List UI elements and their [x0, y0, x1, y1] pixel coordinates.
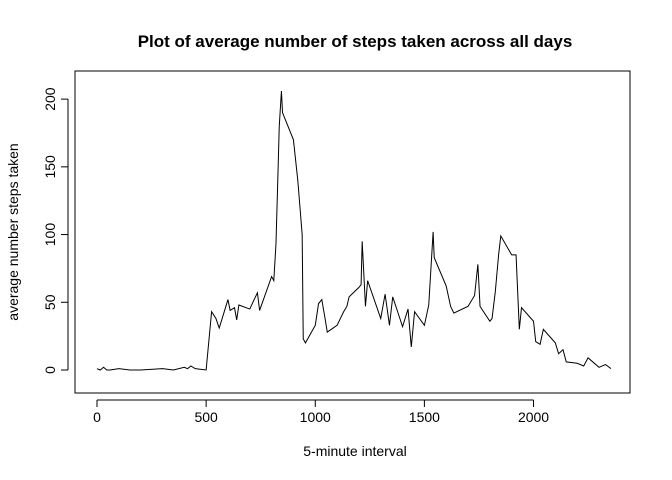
y-tick-label: 150: [42, 155, 58, 179]
x-axis: 0 500 1000 1500 2000: [93, 399, 549, 425]
y-tick-label: 50: [42, 294, 58, 310]
series-line: [96, 90, 612, 371]
x-axis-label: 5-minute interval: [303, 443, 407, 459]
x-tick-label: 1500: [409, 409, 440, 425]
y-axis: 0 50 100 150 200: [42, 87, 69, 374]
x-tick-label: 2000: [518, 409, 549, 425]
y-tick-label: 200: [42, 87, 58, 111]
y-tick-label: 0: [42, 366, 58, 374]
y-tick-label: 100: [42, 223, 58, 247]
x-tick-label: 1000: [300, 409, 331, 425]
x-tick-label: 0: [93, 409, 101, 425]
plot-frame: [74, 70, 631, 394]
x-tick-label: 500: [194, 409, 218, 425]
y-axis-label: average number steps taken: [5, 143, 21, 320]
chart-title: Plot of average number of steps taken ac…: [138, 32, 573, 51]
